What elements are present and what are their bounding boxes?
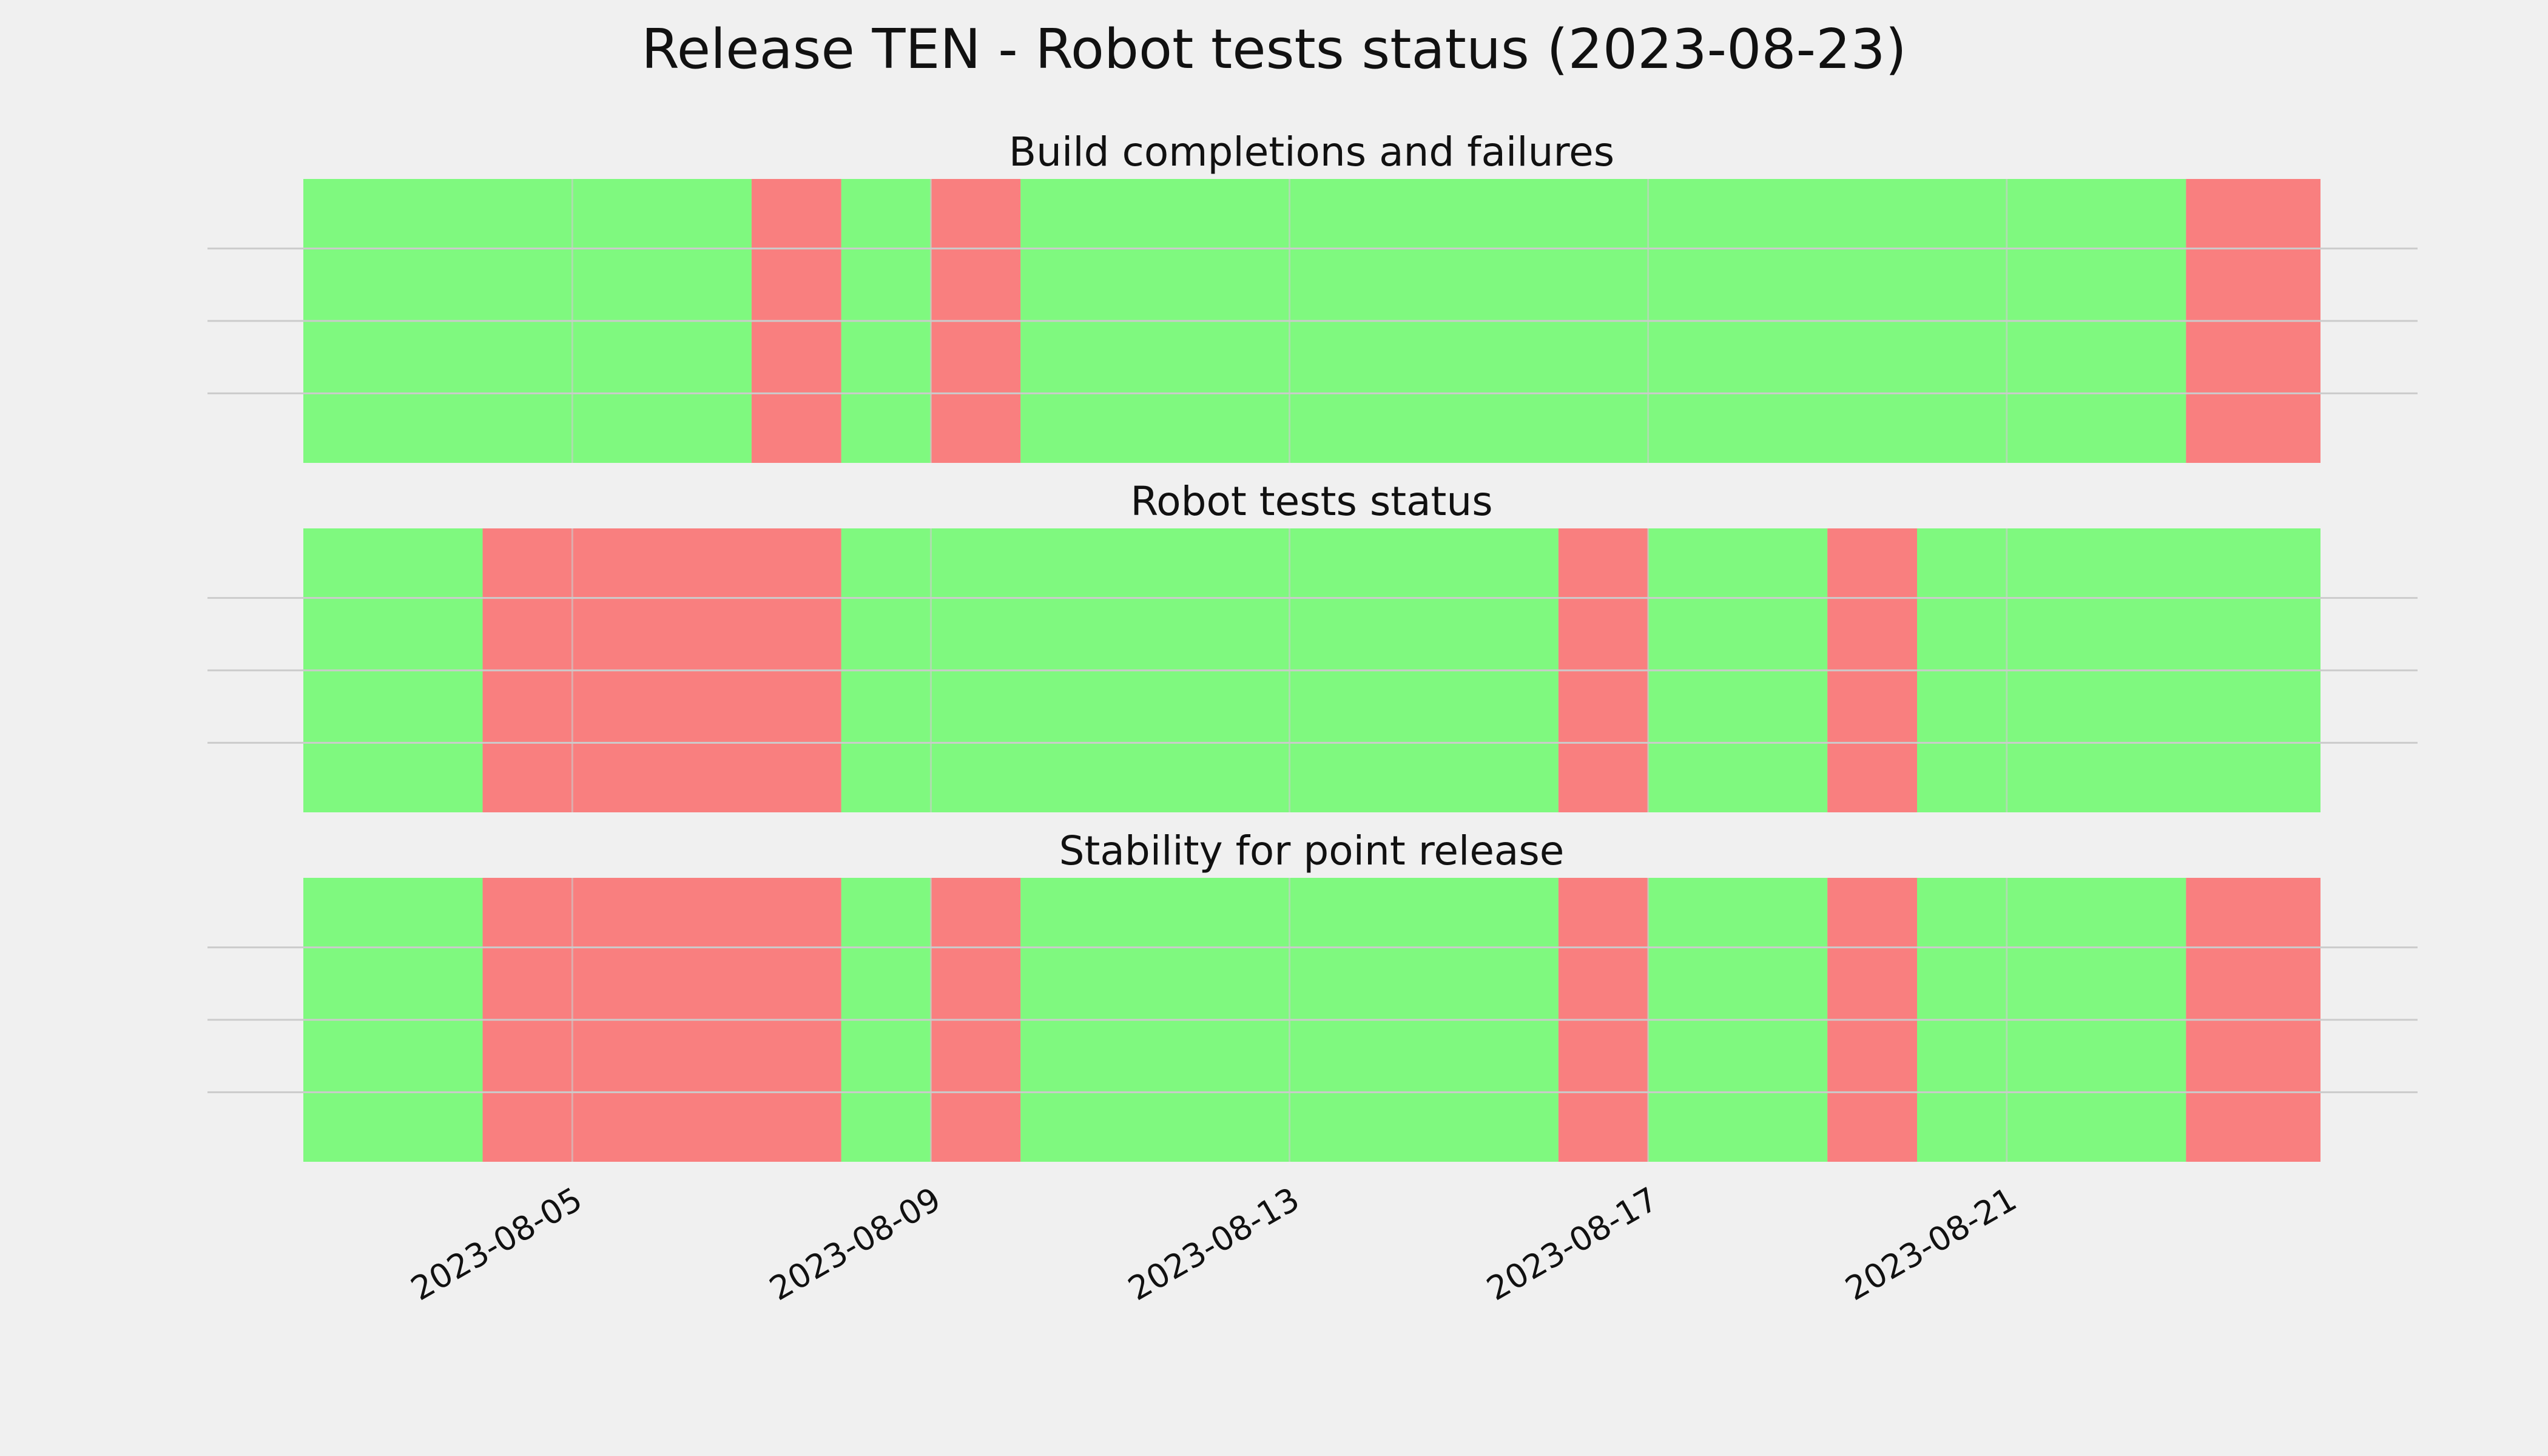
- panel-1: Build completions and failures: [207, 129, 2418, 463]
- panel-2: Robot tests status: [207, 478, 2418, 812]
- chart-title: Release TEN - Robot tests status (2023-0…: [641, 18, 1907, 81]
- panel-title: Build completions and failures: [1009, 129, 1614, 175]
- panel-3: Stability for point release: [207, 827, 2418, 1162]
- panel-title: Stability for point release: [1059, 827, 1565, 874]
- panels: Build completions and failures Robot test…: [207, 129, 2418, 1162]
- panel-title: Robot tests status: [1130, 478, 1492, 525]
